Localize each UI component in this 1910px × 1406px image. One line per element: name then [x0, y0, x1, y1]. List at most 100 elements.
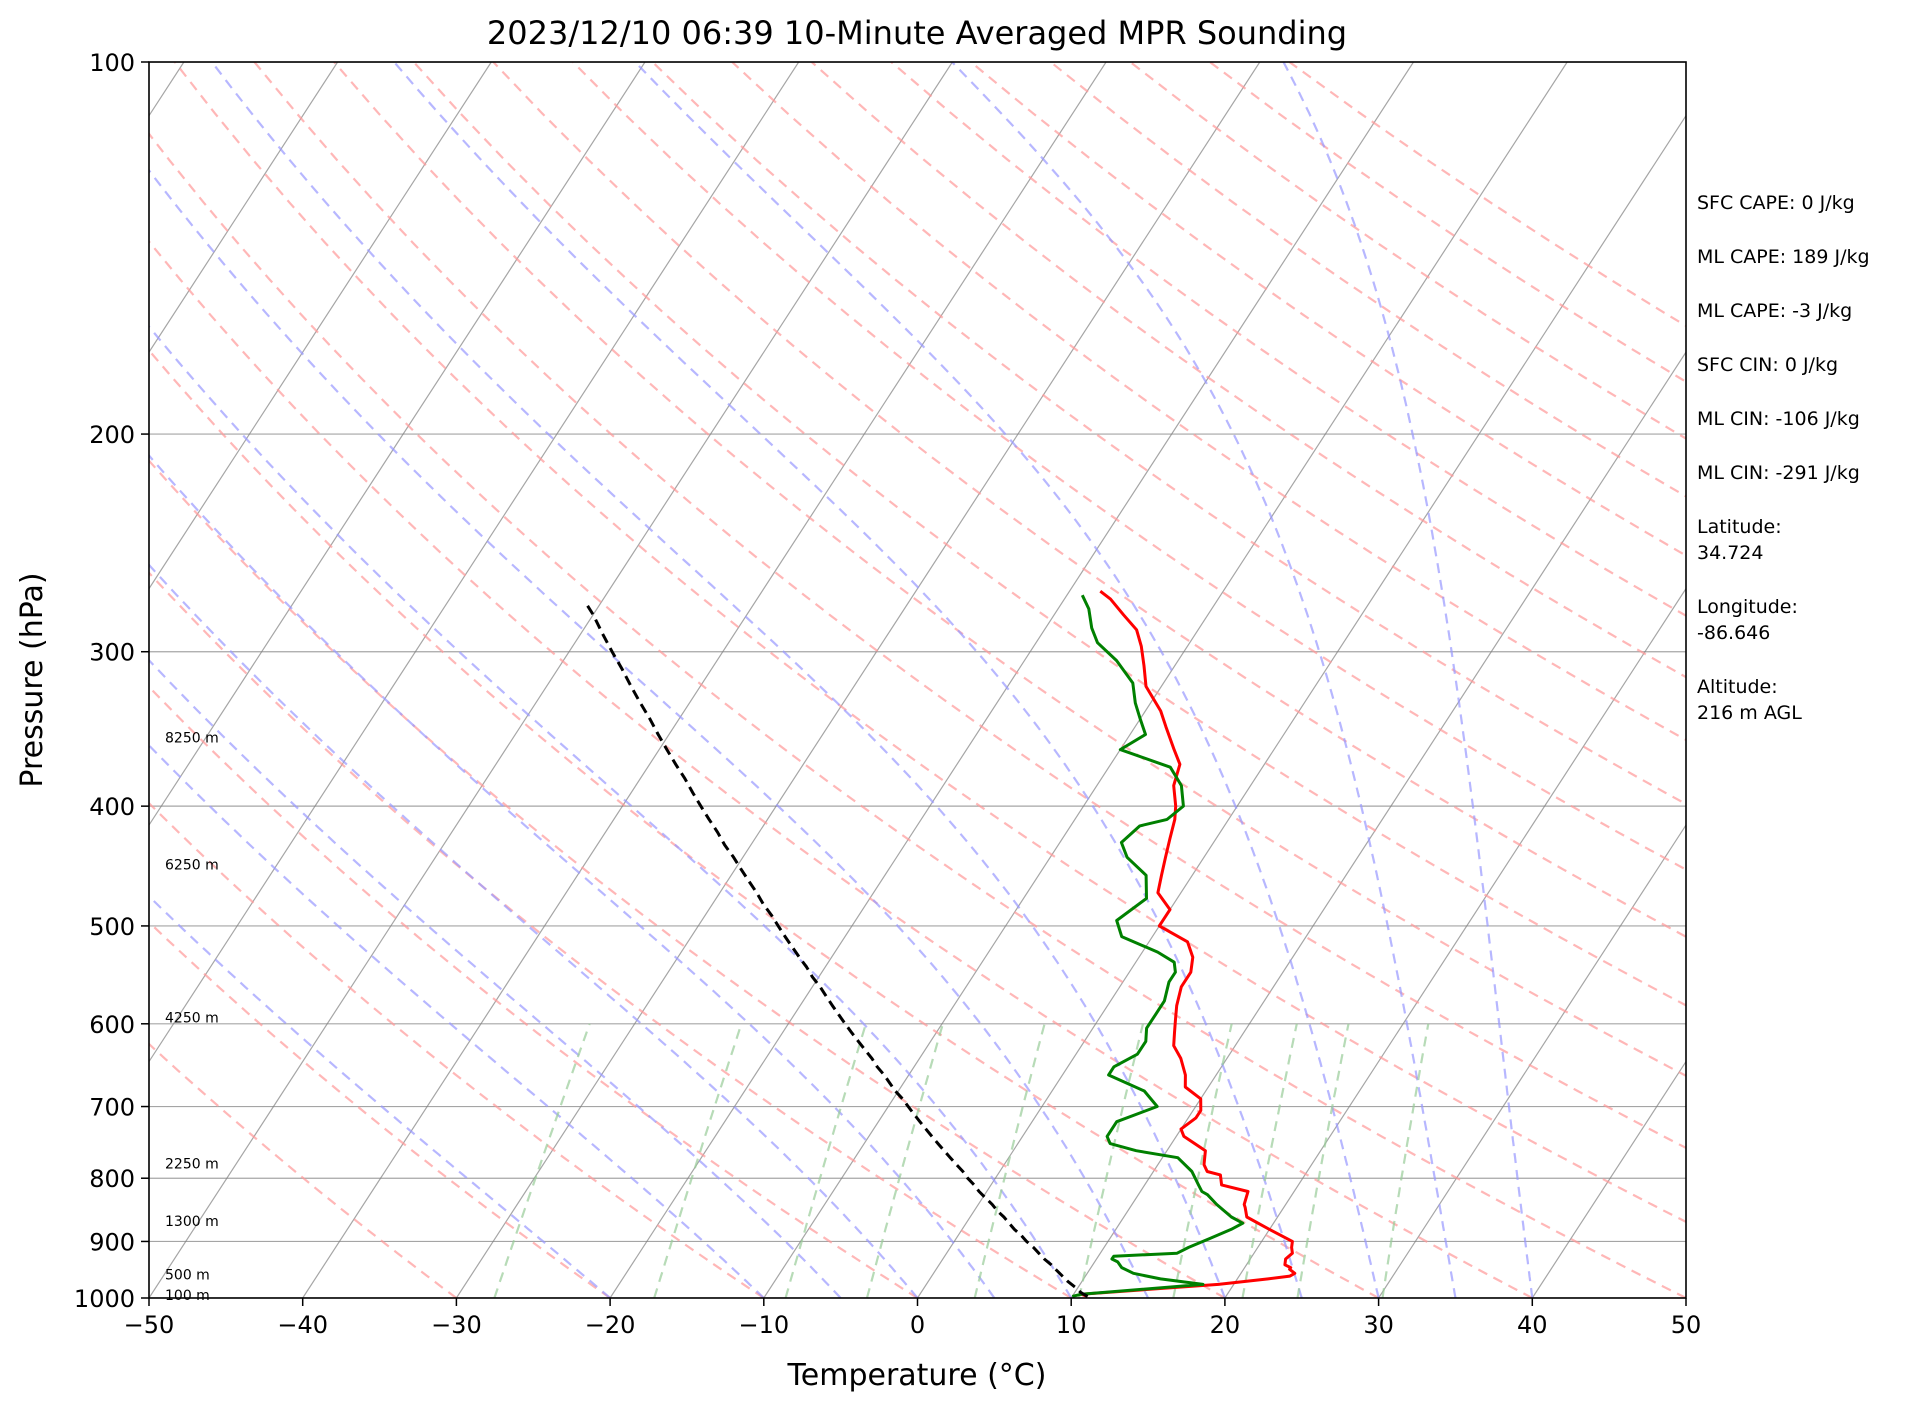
x-tick-label: 50	[1671, 1311, 1702, 1339]
isotherm	[1531, 1060, 1686, 1298]
height-labels: 8250 m 6250 m 4250 m 2250 m 1300 m 500 m 100 m	[165, 731, 219, 1304]
mixing-ratio-line	[653, 1023, 743, 1298]
dry-adiabat	[149, 459, 1226, 1298]
annotation-text: 34.724	[1697, 542, 1763, 564]
x-tick-label: −10	[738, 1311, 789, 1339]
mixing-ratio-line	[1241, 1023, 1298, 1298]
height-label: 2250 m	[165, 1156, 219, 1172]
isotherm	[149, 62, 646, 827]
mixing-ratio-line	[1078, 1023, 1145, 1298]
dry-adiabat	[149, 571, 1072, 1298]
mixing-ratio-line	[865, 1023, 944, 1298]
moist-adiabat	[149, 894, 611, 1298]
isotherm	[149, 62, 492, 590]
moist-adiabat	[634, 62, 1380, 1298]
dry-adiabat	[333, 62, 1686, 1078]
dry-adiabat	[492, 62, 1686, 939]
y-axis-title: Pressure (hPa)	[15, 572, 50, 787]
isotherm	[149, 62, 953, 1298]
mixing-ratio-line	[1381, 1023, 1430, 1298]
mixing-ratio-line	[493, 1023, 591, 1298]
data-series	[585, 590, 1297, 1298]
y-tick-label: 500	[89, 913, 135, 941]
parcel-line	[585, 604, 1089, 1298]
annotation-text: Latitude:	[1697, 516, 1782, 538]
dry-adiabat	[651, 62, 1686, 806]
x-tick-label: 0	[910, 1311, 925, 1339]
isotherm	[1070, 351, 1686, 1298]
isotherm	[609, 62, 1415, 1298]
isotherm	[1224, 587, 1686, 1298]
height-label: 1300 m	[165, 1214, 219, 1230]
y-tick-label: 1000	[74, 1285, 135, 1313]
isotherm	[149, 62, 339, 354]
x-tick-label: −20	[585, 1311, 636, 1339]
annotation-text: ML CAPE: 189 J/kg	[1697, 246, 1870, 268]
mixing-ratio-line	[973, 1023, 1046, 1298]
annotation-text: Longitude:	[1697, 596, 1798, 618]
height-label: 500 m	[165, 1267, 210, 1283]
moist-adiabat	[149, 658, 842, 1298]
mixing-ratio-line	[784, 1023, 867, 1298]
dry-adiabat	[173, 62, 1686, 1224]
dry-adiabat	[890, 62, 1686, 617]
temperature-line	[1079, 590, 1297, 1298]
height-label: 8250 m	[165, 731, 219, 747]
dry-adiabat	[149, 239, 1533, 1298]
x-tick-label: −50	[124, 1311, 175, 1339]
moist-adiabat	[1282, 62, 1534, 1298]
dry-adiabat	[149, 132, 1686, 1298]
isotherm	[455, 62, 1261, 1298]
annotation-text: SFC CAPE: 0 J/kg	[1697, 192, 1855, 214]
y-tick-label: 700	[89, 1094, 135, 1122]
dry-adiabat	[412, 62, 1686, 1007]
dry-adiabat	[149, 920, 611, 1298]
annotation-text: -86.646	[1697, 622, 1770, 644]
y-tick-label: 900	[89, 1228, 135, 1256]
dry-adiabat	[149, 1042, 458, 1298]
dry-adiabat	[149, 685, 919, 1298]
y-tick-label: 300	[89, 639, 135, 667]
reference-lines	[149, 62, 1686, 1298]
moist-adiabat	[149, 324, 1073, 1298]
height-label: 6250 m	[165, 858, 219, 874]
annotation-text: SFC CIN: 0 J/kg	[1697, 354, 1838, 376]
y-axis: 100 200 300 400 500 600 700 800 900 1000	[74, 49, 149, 1313]
isotherm	[149, 62, 800, 1063]
y-tick-label: 800	[89, 1165, 135, 1193]
y-tick-label: 100	[89, 49, 135, 77]
annotation-text: Altitude:	[1697, 676, 1778, 698]
dewpoint-line	[1071, 594, 1245, 1298]
x-axis-title: Temperature (°C)	[787, 1358, 1047, 1393]
y-tick-label: 600	[89, 1011, 135, 1039]
isotherm	[302, 62, 1107, 1298]
y-tick-label: 200	[89, 421, 135, 449]
height-label: 100 m	[165, 1288, 210, 1304]
moist-adiabat	[149, 563, 919, 1298]
x-tick-label: −40	[277, 1311, 328, 1339]
height-label: 4250 m	[165, 1010, 219, 1026]
annotation-text: ML CIN: -291 J/kg	[1697, 462, 1860, 484]
moist-adiabat	[211, 62, 1226, 1298]
dry-adiabat	[149, 348, 1380, 1298]
mixing-ratio-line	[1172, 1023, 1233, 1298]
y-tick-label: 400	[89, 793, 135, 821]
x-tick-label: 20	[1210, 1311, 1241, 1339]
stats-annotations: SFC CAPE: 0 J/kg ML CAPE: 189 J/kg ML CAPE…	[1697, 192, 1870, 724]
x-tick-label: 40	[1517, 1311, 1548, 1339]
dry-adiabat	[149, 801, 765, 1298]
moist-adiabat	[951, 62, 1457, 1298]
mixing-ratio-line	[1296, 1023, 1350, 1298]
annotation-text: 216 m AGL	[1697, 702, 1802, 724]
moist-adiabat	[149, 168, 1150, 1298]
isotherm	[916, 114, 1686, 1298]
x-tick-label: 10	[1056, 1311, 1087, 1339]
moist-adiabat	[149, 453, 996, 1298]
x-tick-label: −30	[431, 1311, 482, 1339]
moist-adiabat	[149, 743, 765, 1298]
dry-adiabat	[253, 62, 1686, 1150]
x-axis: −50 −40 −30 −20 −10 0 10 20 30 40 50	[124, 1298, 1702, 1339]
annotation-text: ML CAPE: -3 J/kg	[1697, 300, 1852, 322]
isotherm	[1378, 823, 1686, 1298]
